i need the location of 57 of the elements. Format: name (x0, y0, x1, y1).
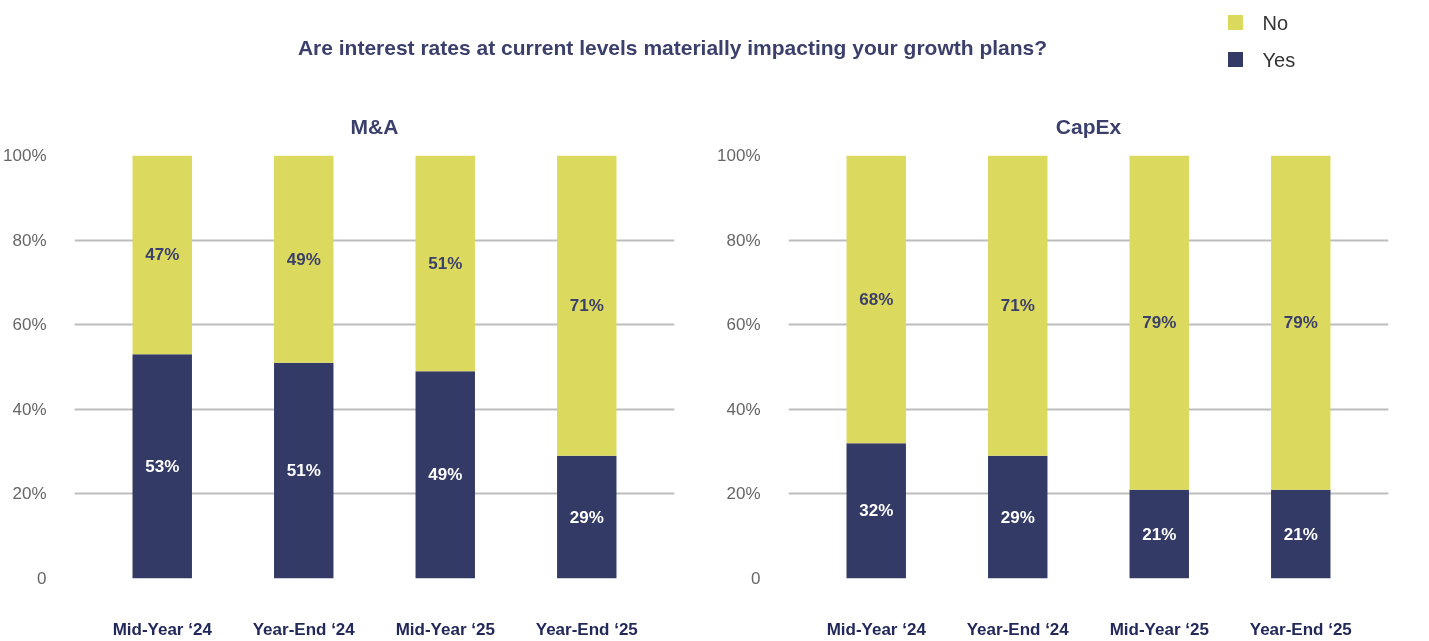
x-tick-label: Year-End ‘24 (252, 619, 356, 639)
chart-title: Are interest rates at current levels materially impacting your growth plans? (297, 36, 1048, 59)
x-tick-label: Year-End ‘25 (1249, 619, 1352, 639)
x-tick-label: Mid-Year ‘24 (112, 619, 213, 639)
data-label: 68% (859, 289, 894, 309)
bar (1271, 489, 1331, 579)
y-tick-label: 60% (12, 315, 47, 335)
y-tick-label: 20% (12, 484, 47, 504)
bar (274, 362, 334, 579)
data-label: 21% (1142, 524, 1177, 544)
data-label: 71% (1000, 296, 1035, 316)
bar (846, 443, 906, 579)
bar (846, 155, 906, 444)
x-tick-label: Mid-Year ‘24 (826, 619, 927, 639)
y-tick-label: 100% (717, 146, 761, 165)
data-label: 47% (145, 245, 180, 265)
data-label: 21% (1283, 524, 1318, 544)
x-tick-label: Year-End ‘24 (966, 619, 1070, 639)
data-label: 79% (1283, 313, 1318, 333)
bar (988, 455, 1048, 579)
bar (132, 354, 192, 579)
data-label: 49% (428, 465, 463, 485)
bar (274, 155, 334, 363)
y-tick-label: 60% (726, 315, 761, 335)
x-tick-label: Year-End ‘25 (535, 619, 638, 639)
bar (557, 155, 617, 456)
data-label: 29% (569, 507, 604, 527)
bar (1271, 155, 1331, 490)
data-label: 79% (1142, 313, 1177, 333)
data-label: 51% (428, 253, 463, 273)
x-tick-label: Mid-Year ‘25 (1109, 619, 1209, 639)
bar (1129, 155, 1189, 490)
data-label: 29% (1000, 507, 1035, 527)
bar (988, 155, 1048, 456)
bar (415, 155, 475, 372)
x-tick-label: Mid-Year ‘25 (395, 619, 495, 639)
y-tick-label: 0 (37, 569, 47, 588)
y-tick-label: 100% (3, 146, 47, 165)
data-label: 71% (569, 296, 604, 316)
data-label: 51% (286, 461, 321, 481)
y-tick-label: 80% (726, 230, 761, 250)
bar (132, 155, 192, 355)
bar (557, 455, 617, 579)
data-label: 32% (859, 501, 894, 521)
legend-label: No (1262, 11, 1289, 34)
y-tick-label: 40% (726, 399, 761, 419)
y-tick-label: 80% (12, 230, 47, 250)
data-label: 53% (145, 456, 180, 476)
y-tick-label: 20% (726, 484, 761, 504)
bar (415, 371, 475, 579)
y-tick-label: 0 (751, 569, 761, 588)
bar (1129, 489, 1189, 579)
chart-subtitle: M&A (350, 115, 399, 138)
chart-title: CapEx (1055, 115, 1122, 138)
data-label: 49% (286, 249, 321, 269)
y-tick-label: 40% (12, 399, 47, 419)
legend-label: Yes (1262, 48, 1296, 71)
